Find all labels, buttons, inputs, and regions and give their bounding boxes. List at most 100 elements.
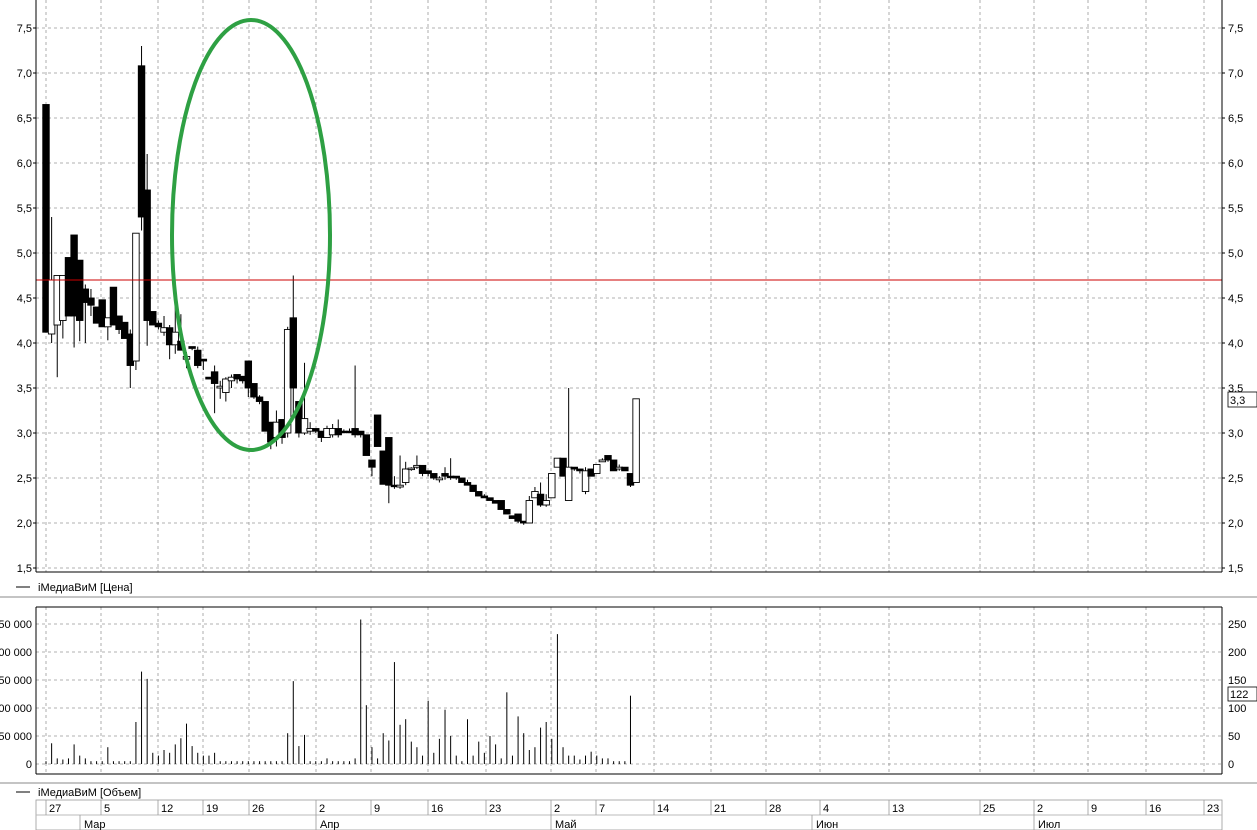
day-label: 2 [554, 803, 560, 815]
svg-text:3,3: 3,3 [1230, 395, 1245, 407]
last-price-label: 3,3 [1227, 391, 1257, 408]
candle-body [171, 331, 179, 346]
price-tick-label-right: 7,0 [1228, 68, 1243, 80]
volume-tick-label-left: 200 000 [0, 647, 32, 659]
candle-body [357, 430, 365, 436]
day-label: 4 [823, 803, 829, 815]
volume-tick-label-right: 200 [1228, 647, 1246, 659]
price-tick-label-right: 4,0 [1228, 338, 1243, 350]
day-label: 26 [252, 803, 264, 815]
price-tick-label-left: 6,0 [17, 158, 32, 170]
volume-tick-label-left: 0 [26, 759, 32, 771]
volume-legend: iМедиаВиМ [Объем] [16, 787, 141, 799]
svg-text:122: 122 [1230, 689, 1248, 701]
candle-body [289, 317, 297, 389]
candle-body [250, 383, 258, 398]
day-label: 21 [714, 803, 726, 815]
day-label: 2 [1037, 803, 1043, 815]
last-volume-label: 122 [1227, 686, 1257, 702]
candle-body [621, 466, 629, 472]
candle-body [604, 455, 612, 461]
price-tick-label-right: 3,0 [1228, 428, 1243, 440]
candle-body [475, 491, 483, 497]
candle-body [300, 418, 309, 434]
candle-body [430, 473, 438, 479]
volume-tick-label-right: 150 [1228, 675, 1246, 687]
price-legend: iМедиаВиМ [Цена] [16, 582, 133, 594]
month-label: Апр [320, 819, 339, 830]
day-label: 5 [104, 803, 110, 815]
candle-body [570, 466, 578, 470]
day-label: 23 [1207, 803, 1219, 815]
candle-body [362, 434, 371, 456]
candle-body [514, 513, 522, 522]
candle-body [42, 104, 50, 333]
candle-body [255, 396, 264, 402]
price-tick-label-left: 6,5 [17, 113, 32, 125]
day-label: 12 [161, 803, 173, 815]
candle-body [396, 484, 404, 488]
day-label: 19 [206, 803, 218, 815]
candle-body [188, 346, 196, 349]
price-tick-label-left: 7,5 [17, 23, 32, 35]
price-tick-label-left: 2,5 [17, 473, 32, 485]
day-label: 28 [769, 803, 781, 815]
volume-tick-label-right: 100 [1228, 703, 1246, 715]
price-tick-label-right: 7,5 [1228, 23, 1243, 35]
volume-legend-label: iМедиаВиМ [Объем] [38, 787, 141, 799]
price-candles [42, 46, 640, 525]
candle-body [194, 349, 202, 366]
candle-body [598, 459, 607, 463]
candle-body [469, 484, 477, 492]
candle-body [87, 297, 95, 306]
candle-body [407, 467, 415, 471]
price-tick-label-right: 4,5 [1228, 293, 1243, 305]
volume-bars [45, 619, 631, 764]
volume-tick-label-left: 150 000 [0, 675, 32, 687]
price-tick-label-left: 3,0 [17, 428, 32, 440]
candle-body [261, 401, 269, 432]
price-tick-label-left: 4,5 [17, 293, 32, 305]
candle-body [458, 477, 466, 483]
price-tick-label-right: 2,5 [1228, 473, 1243, 485]
highlight-ellipse [170, 18, 332, 452]
price-tick-label-right: 5,5 [1228, 203, 1243, 215]
candle-body [368, 459, 376, 468]
price-tick-label-right: 6,5 [1228, 113, 1243, 125]
volume-tick-label-left: 50 000 [0, 731, 32, 743]
day-label: 16 [1149, 803, 1161, 815]
volume-tick-label-right: 250 [1228, 619, 1246, 631]
candle-body [373, 414, 382, 447]
volume-tick-label-right: 0 [1228, 759, 1234, 771]
candle-body [632, 398, 640, 483]
candle-body [98, 299, 106, 328]
month-label: Май [555, 819, 577, 830]
candle-body [424, 470, 432, 474]
candle-body [536, 493, 545, 506]
price-tick-label-left: 5,0 [17, 248, 32, 260]
candle-body [480, 495, 489, 499]
volume-axis: 0 0 50 000 50 100 000 100 150 000 150 200 000 200… [0, 619, 1246, 771]
day-label: 7 [599, 803, 605, 815]
candle-body [120, 321, 129, 339]
price-tick-label-right: 5,0 [1228, 248, 1243, 260]
candle-body [452, 475, 460, 479]
price-tick-label-left: 7,0 [17, 68, 32, 80]
candle-body [609, 459, 618, 472]
candle-body [312, 428, 320, 432]
candle-body [503, 509, 511, 515]
candle-body [525, 500, 534, 524]
candle-body [463, 482, 472, 486]
candle-body [548, 473, 556, 499]
day-label: 13 [892, 803, 904, 815]
price-tick-label-left: 1,5 [17, 563, 32, 575]
candle-body [244, 360, 253, 389]
candle-body [143, 189, 151, 321]
candle-body [154, 322, 163, 328]
day-label: 2 [319, 803, 325, 815]
month-label: Мар [84, 819, 106, 830]
price-tick-label-right: 6,0 [1228, 158, 1243, 170]
month-label: Июн [816, 819, 838, 830]
day-label: 23 [489, 803, 501, 815]
